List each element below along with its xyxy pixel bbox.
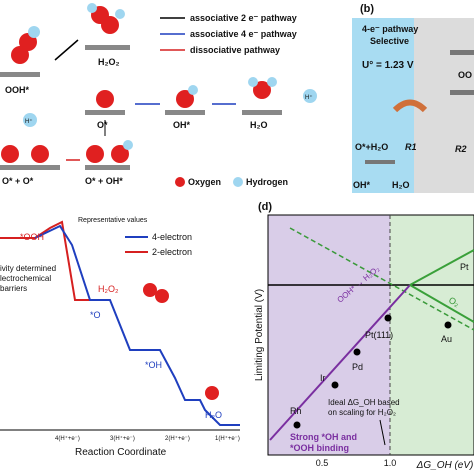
panel-a: associative 2 e⁻ pathway associative 4 e…	[0, 3, 317, 187]
x-tick-label: 0.5	[316, 458, 329, 468]
side-text: lectrochemical	[0, 274, 51, 283]
point-label: Au	[441, 334, 452, 344]
atom-legend: Hydrogen	[246, 177, 288, 187]
label: H₂O	[250, 120, 268, 130]
annotation: Strong *OH and	[290, 432, 357, 442]
label: H₂O₂	[98, 284, 119, 294]
label: OOH*	[5, 85, 30, 95]
label: OO	[458, 70, 472, 80]
label: O*	[97, 120, 108, 130]
label: H⁺	[25, 118, 33, 125]
panel-b: (b) 4-e⁻ pathway Selective U° = 1.23 V O…	[350, 0, 474, 195]
label: H₂O	[205, 410, 222, 420]
label: O* + OH*	[85, 176, 123, 186]
annotation: *OOH binding	[290, 443, 349, 453]
tick-label: 1(H⁺+e⁻)	[215, 435, 240, 442]
tick-label: 3(H⁺+e⁻)	[110, 435, 135, 442]
legend-label: dissociative pathway	[190, 45, 280, 55]
side-text: ivity determined	[0, 264, 56, 273]
label: *O	[90, 310, 101, 320]
point-label: Pt	[460, 262, 469, 272]
legend-label: associative 4 e⁻ pathway	[190, 29, 297, 39]
point-label: Pd	[352, 362, 363, 372]
panel-tag: (b)	[360, 3, 374, 15]
legend-label: associative 2 e⁻ pathway	[190, 13, 297, 23]
panel-c: Representative values 4-electron 2-elect…	[0, 217, 240, 458]
label: *OH	[145, 360, 162, 370]
label: H₂O	[392, 180, 410, 190]
annotation: on scaling for H₂O₂	[328, 408, 396, 417]
side-text: barriers	[0, 284, 27, 293]
label: *OOH	[20, 232, 44, 242]
legend-label: 2-electron	[152, 247, 192, 257]
o2-label: O₂	[447, 295, 461, 309]
tick-label: 4(H⁺+e⁻)	[55, 435, 80, 442]
x-label: Reaction Coordinate	[75, 447, 167, 458]
label: OH*	[173, 120, 191, 130]
legend-label: 4-electron	[152, 232, 192, 242]
label: O*+H₂O	[355, 142, 388, 152]
point-label: Ir	[320, 373, 326, 383]
x-tick-label: 1.0	[384, 458, 397, 468]
title: 4-e⁻ pathway	[362, 24, 418, 34]
label: R2	[455, 144, 467, 154]
label: H⁺	[305, 94, 313, 101]
label: H₂O₂	[98, 57, 120, 67]
tick-label: 2(H⁺+e⁻)	[165, 435, 190, 442]
point-label: Pt(111)	[365, 330, 393, 340]
y-label: Limiting Potential (V)	[254, 289, 265, 381]
x-label: ΔG_OH (eV)	[416, 460, 474, 471]
label: R1	[405, 142, 417, 152]
atom-legend: Oxygen	[188, 177, 221, 187]
point-label: Rh	[290, 406, 302, 416]
annotation: Ideal ΔG_OH based	[328, 398, 400, 407]
label: OH*	[353, 180, 371, 190]
note: Representative values	[78, 217, 148, 224]
potential: U° = 1.23 V	[362, 60, 414, 71]
label: O* + O*	[2, 176, 34, 186]
panel-tag: (d)	[258, 201, 272, 213]
panel-d: (d) Limiting Potential (V) Rh Ir Pd Pt(1…	[254, 201, 474, 471]
subtitle: Selective	[370, 36, 409, 46]
